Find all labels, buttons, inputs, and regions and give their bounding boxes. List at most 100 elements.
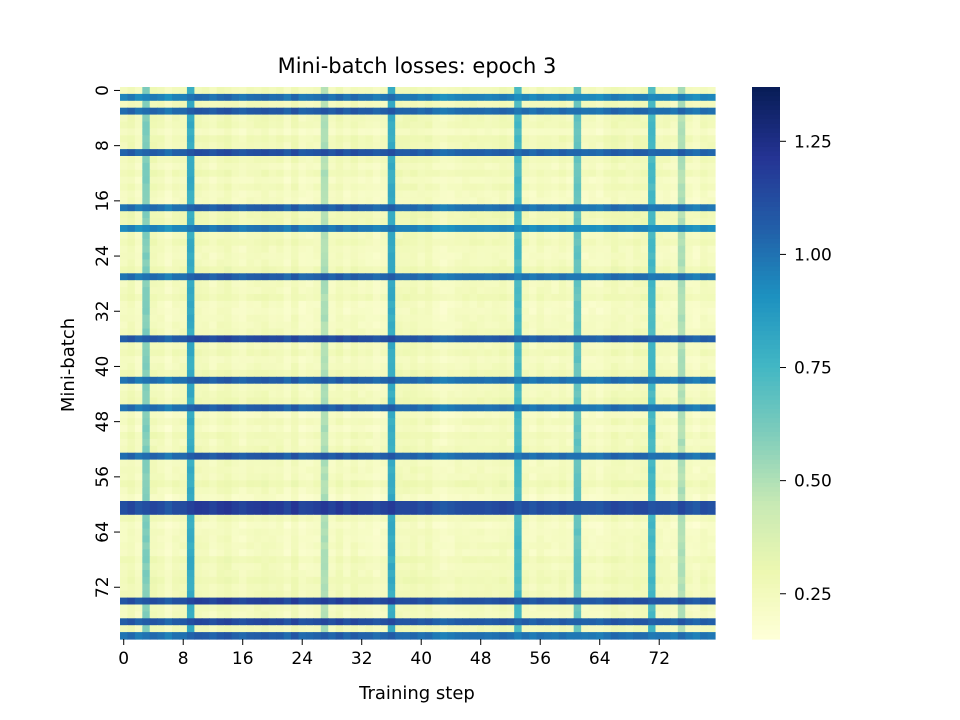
heatmap-cell bbox=[648, 287, 657, 295]
heatmap-cell bbox=[648, 273, 657, 281]
heatmap-cell bbox=[231, 183, 240, 192]
heatmap-cell bbox=[543, 231, 552, 240]
heatmap-cell bbox=[543, 487, 552, 495]
heatmap-cell bbox=[350, 390, 359, 399]
heatmap-cell bbox=[313, 438, 322, 447]
heatmap-cell bbox=[172, 328, 181, 336]
heatmap-cell bbox=[343, 252, 352, 261]
heatmap-cell bbox=[603, 376, 612, 385]
heatmap-cell bbox=[648, 183, 657, 192]
heatmap-cell bbox=[469, 445, 478, 454]
heatmap-cell bbox=[387, 294, 396, 302]
heatmap-cell bbox=[469, 356, 478, 364]
heatmap-cell bbox=[521, 218, 530, 226]
heatmap-cell bbox=[283, 397, 292, 405]
heatmap-cell bbox=[469, 300, 478, 309]
heatmap-cell bbox=[246, 425, 255, 433]
heatmap-cell bbox=[276, 294, 285, 302]
heatmap-cell bbox=[514, 307, 523, 316]
heatmap-cell bbox=[551, 363, 560, 371]
heatmap-cell bbox=[358, 404, 367, 412]
heatmap-cell bbox=[573, 376, 582, 385]
heatmap-cell bbox=[499, 252, 508, 261]
heatmap-cell bbox=[194, 114, 203, 123]
heatmap-cell bbox=[186, 397, 195, 405]
heatmap-cell bbox=[618, 487, 627, 495]
heatmap-cell bbox=[134, 273, 143, 281]
heatmap-cell bbox=[536, 93, 545, 102]
heatmap-cell bbox=[700, 162, 709, 171]
heatmap-cell bbox=[692, 383, 701, 392]
heatmap-cell bbox=[424, 445, 433, 454]
heatmap-cell bbox=[469, 156, 478, 164]
heatmap-cell bbox=[387, 135, 396, 143]
heatmap-cell bbox=[239, 149, 248, 157]
heatmap-cell bbox=[395, 114, 404, 123]
heatmap-cell bbox=[454, 438, 463, 447]
heatmap-cell bbox=[358, 252, 367, 261]
heatmap-cell bbox=[462, 128, 471, 136]
heatmap-cell bbox=[224, 197, 233, 205]
heatmap-cell bbox=[610, 156, 619, 164]
heatmap-cell bbox=[670, 335, 679, 343]
heatmap-cell bbox=[209, 390, 218, 399]
heatmap-cell bbox=[239, 466, 248, 474]
heatmap-cell bbox=[372, 390, 381, 399]
heatmap-cell bbox=[372, 300, 381, 309]
heatmap-cell bbox=[588, 411, 597, 419]
heatmap-cell bbox=[596, 231, 605, 240]
heatmap-cell bbox=[239, 135, 248, 143]
heatmap-cell bbox=[581, 259, 590, 267]
heatmap-cell bbox=[239, 514, 248, 523]
heatmap-cell bbox=[558, 507, 567, 516]
heatmap-cell bbox=[224, 128, 233, 136]
heatmap-cell bbox=[350, 459, 359, 468]
heatmap-cell bbox=[291, 169, 300, 178]
heatmap-cell bbox=[677, 273, 686, 281]
heatmap-cell bbox=[662, 183, 671, 192]
heatmap-cell bbox=[640, 287, 649, 295]
heatmap-cell bbox=[231, 197, 240, 205]
heatmap-cell bbox=[350, 383, 359, 392]
heatmap-cell bbox=[447, 121, 456, 129]
heatmap-cell bbox=[432, 404, 441, 412]
heatmap-cell bbox=[603, 211, 612, 219]
heatmap-cell bbox=[543, 225, 552, 233]
heatmap-cell bbox=[365, 300, 374, 309]
heatmap-cell bbox=[491, 169, 500, 178]
heatmap-cell bbox=[707, 507, 716, 516]
heatmap-cell bbox=[402, 445, 411, 454]
heatmap-cell bbox=[447, 369, 456, 378]
heatmap-cell bbox=[454, 328, 463, 336]
heatmap-cell bbox=[149, 466, 158, 474]
heatmap-cell bbox=[529, 432, 538, 440]
heatmap-cell bbox=[372, 259, 381, 267]
heatmap-cell bbox=[343, 487, 352, 495]
heatmap-cell bbox=[521, 135, 530, 143]
heatmap-cell bbox=[127, 459, 136, 468]
heatmap-cell bbox=[536, 480, 545, 488]
heatmap-cell bbox=[514, 128, 523, 136]
heatmap-cell bbox=[439, 280, 448, 288]
heatmap-cell bbox=[186, 218, 195, 226]
heatmap-cell bbox=[149, 287, 158, 295]
heatmap-cell bbox=[358, 287, 367, 295]
heatmap-cell bbox=[320, 376, 329, 385]
heatmap-cell bbox=[610, 314, 619, 323]
heatmap-cell bbox=[268, 218, 277, 226]
heatmap-cell bbox=[581, 452, 590, 461]
heatmap-cell bbox=[320, 169, 329, 178]
heatmap-cell bbox=[625, 480, 634, 488]
heatmap-cell bbox=[216, 397, 225, 405]
heatmap-cell bbox=[692, 328, 701, 336]
heatmap-cell bbox=[469, 259, 478, 267]
heatmap-cell bbox=[536, 121, 545, 129]
heatmap-cell bbox=[439, 266, 448, 274]
heatmap-cell bbox=[305, 169, 314, 178]
heatmap-cell bbox=[343, 107, 352, 116]
heatmap-cell bbox=[298, 466, 307, 474]
heatmap-cell bbox=[209, 480, 218, 488]
heatmap-cell bbox=[276, 231, 285, 240]
heatmap-cell bbox=[291, 225, 300, 233]
heatmap-cell bbox=[276, 445, 285, 454]
